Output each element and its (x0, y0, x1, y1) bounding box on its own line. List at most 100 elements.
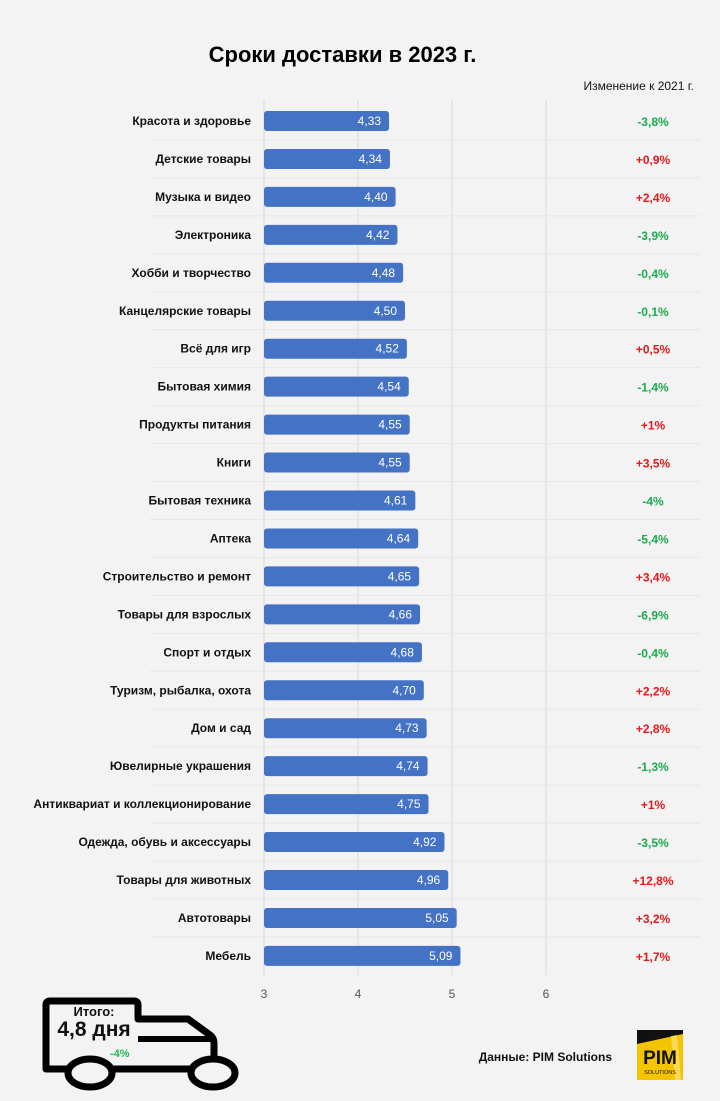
category-label: Канцелярские товары (119, 304, 251, 318)
category-label: Продукты питания (139, 418, 251, 432)
bar-value-label: 4,55 (378, 418, 402, 432)
bar-value-label: 5,05 (425, 911, 449, 925)
bar-value-label: 4,74 (396, 759, 420, 773)
bar-value-label: 5,09 (429, 949, 453, 963)
total-label: Итого: (73, 1004, 115, 1019)
bar (264, 642, 422, 663)
category-label: Бытовая химия (158, 380, 251, 394)
x-tick-label: 4 (355, 987, 362, 1000)
bar (264, 414, 410, 435)
change-label: -4% (642, 495, 664, 509)
logo-text: PIM (643, 1048, 677, 1069)
change-label: +3,2% (636, 912, 671, 926)
bar (264, 718, 427, 739)
change-label: -1,4% (637, 381, 669, 395)
bar (264, 452, 410, 473)
category-label: Туризм, рыбалка, охота (110, 683, 251, 697)
bar-value-label: 4,73 (395, 721, 419, 735)
bar-value-label: 4,70 (392, 683, 416, 697)
bar-value-label: 4,54 (377, 380, 401, 394)
change-label: +2,2% (636, 684, 671, 698)
bar-value-label: 4,64 (387, 531, 411, 545)
bar (264, 490, 416, 511)
category-label: Детские товары (155, 152, 251, 166)
change-label: +1% (641, 419, 666, 433)
bar (264, 832, 445, 853)
logo-subtext: SOLUTIONS (644, 1070, 676, 1076)
category-label: Товары для животных (117, 873, 252, 887)
bar-value-label: 4,50 (374, 304, 398, 318)
bar-value-label: 4,42 (366, 228, 390, 242)
change-label: -5,4% (637, 532, 669, 546)
bar (264, 262, 404, 283)
x-tick-label: 6 (543, 987, 550, 1000)
bar (264, 338, 407, 359)
bar-value-label: 4,34 (359, 152, 383, 166)
bar (264, 604, 421, 625)
change-label: -3,9% (637, 229, 669, 243)
category-label: Красота и здоровье (132, 114, 251, 128)
change-label: -1,3% (637, 760, 669, 774)
bar (264, 528, 419, 549)
change-label: +2,4% (636, 191, 671, 205)
change-label: -0,1% (637, 305, 669, 319)
change-label: +1,7% (636, 950, 671, 964)
bar-value-label: 4,66 (389, 607, 413, 621)
category-label: Ювелирные украшения (110, 759, 251, 773)
category-label: Книги (217, 456, 251, 470)
change-label: -3,8% (637, 115, 669, 129)
bar-value-label: 4,33 (358, 114, 382, 128)
truck-icon (42, 997, 239, 1091)
bar-value-label: 4,61 (384, 494, 408, 508)
change-label: +1% (641, 798, 666, 812)
category-label: Музыка и видео (155, 190, 251, 204)
bar (264, 756, 428, 777)
category-label: Мебель (205, 949, 251, 963)
bar (264, 376, 409, 397)
change-column-header: Изменение к 2021 г. (583, 79, 694, 93)
total-change: -4% (110, 1048, 130, 1060)
bar (264, 111, 390, 131)
bar-value-label: 4,40 (364, 190, 388, 204)
bar (264, 870, 449, 890)
category-label: Автотовары (178, 911, 251, 925)
change-label: +3,4% (636, 570, 671, 584)
total-value: 4,8 дня (57, 1018, 131, 1041)
change-label: -3,5% (637, 836, 669, 850)
change-label: +0,9% (636, 153, 671, 167)
bar-value-label: 4,96 (417, 873, 441, 887)
category-label: Одежда, обувь и аксессуары (78, 835, 251, 849)
category-label: Строительство и ремонт (103, 569, 251, 583)
bar-chart: 3 4 5 6 Красота и здоровье 4,33 -3,8% Детские т… (33, 100, 700, 1000)
bar (264, 224, 398, 245)
chart-title: Сроки доставки в 2023 г. (208, 42, 477, 67)
change-label: +0,5% (636, 343, 671, 357)
category-label: Дом и сад (191, 721, 251, 735)
bar-value-label: 4,55 (378, 456, 402, 470)
change-label: -0,4% (637, 646, 669, 660)
bar-value-label: 4,92 (413, 835, 437, 849)
pim-solutions-logo: PIM SOLUTIONS (637, 1030, 683, 1080)
change-label: +12,8% (632, 874, 673, 888)
category-label: Всё для игр (180, 342, 251, 356)
bar (264, 300, 405, 321)
bar (264, 566, 420, 587)
change-label: +2,8% (636, 722, 671, 736)
total-box: Итого: 4,8 дня (52, 1004, 136, 1042)
source-caption: Данные: PIM Solutions (478, 1050, 612, 1064)
bar-value-label: 4,52 (376, 342, 400, 356)
bar (264, 794, 429, 815)
category-label: Антиквариат и коллекционирование (33, 797, 251, 811)
category-label: Аптека (210, 531, 251, 545)
category-label: Хобби и творчество (132, 266, 251, 280)
bar (264, 945, 461, 966)
x-tick-label: 5 (449, 987, 456, 1000)
bar-value-label: 4,48 (372, 266, 396, 280)
category-label: Спорт и отдых (163, 645, 251, 659)
category-label: Бытовая техника (148, 494, 251, 508)
category-label: Электроника (175, 228, 252, 242)
bar (264, 148, 390, 169)
bar (264, 186, 396, 207)
category-label: Товары для взрослых (118, 607, 252, 621)
bar-value-label: 4,65 (388, 569, 412, 583)
